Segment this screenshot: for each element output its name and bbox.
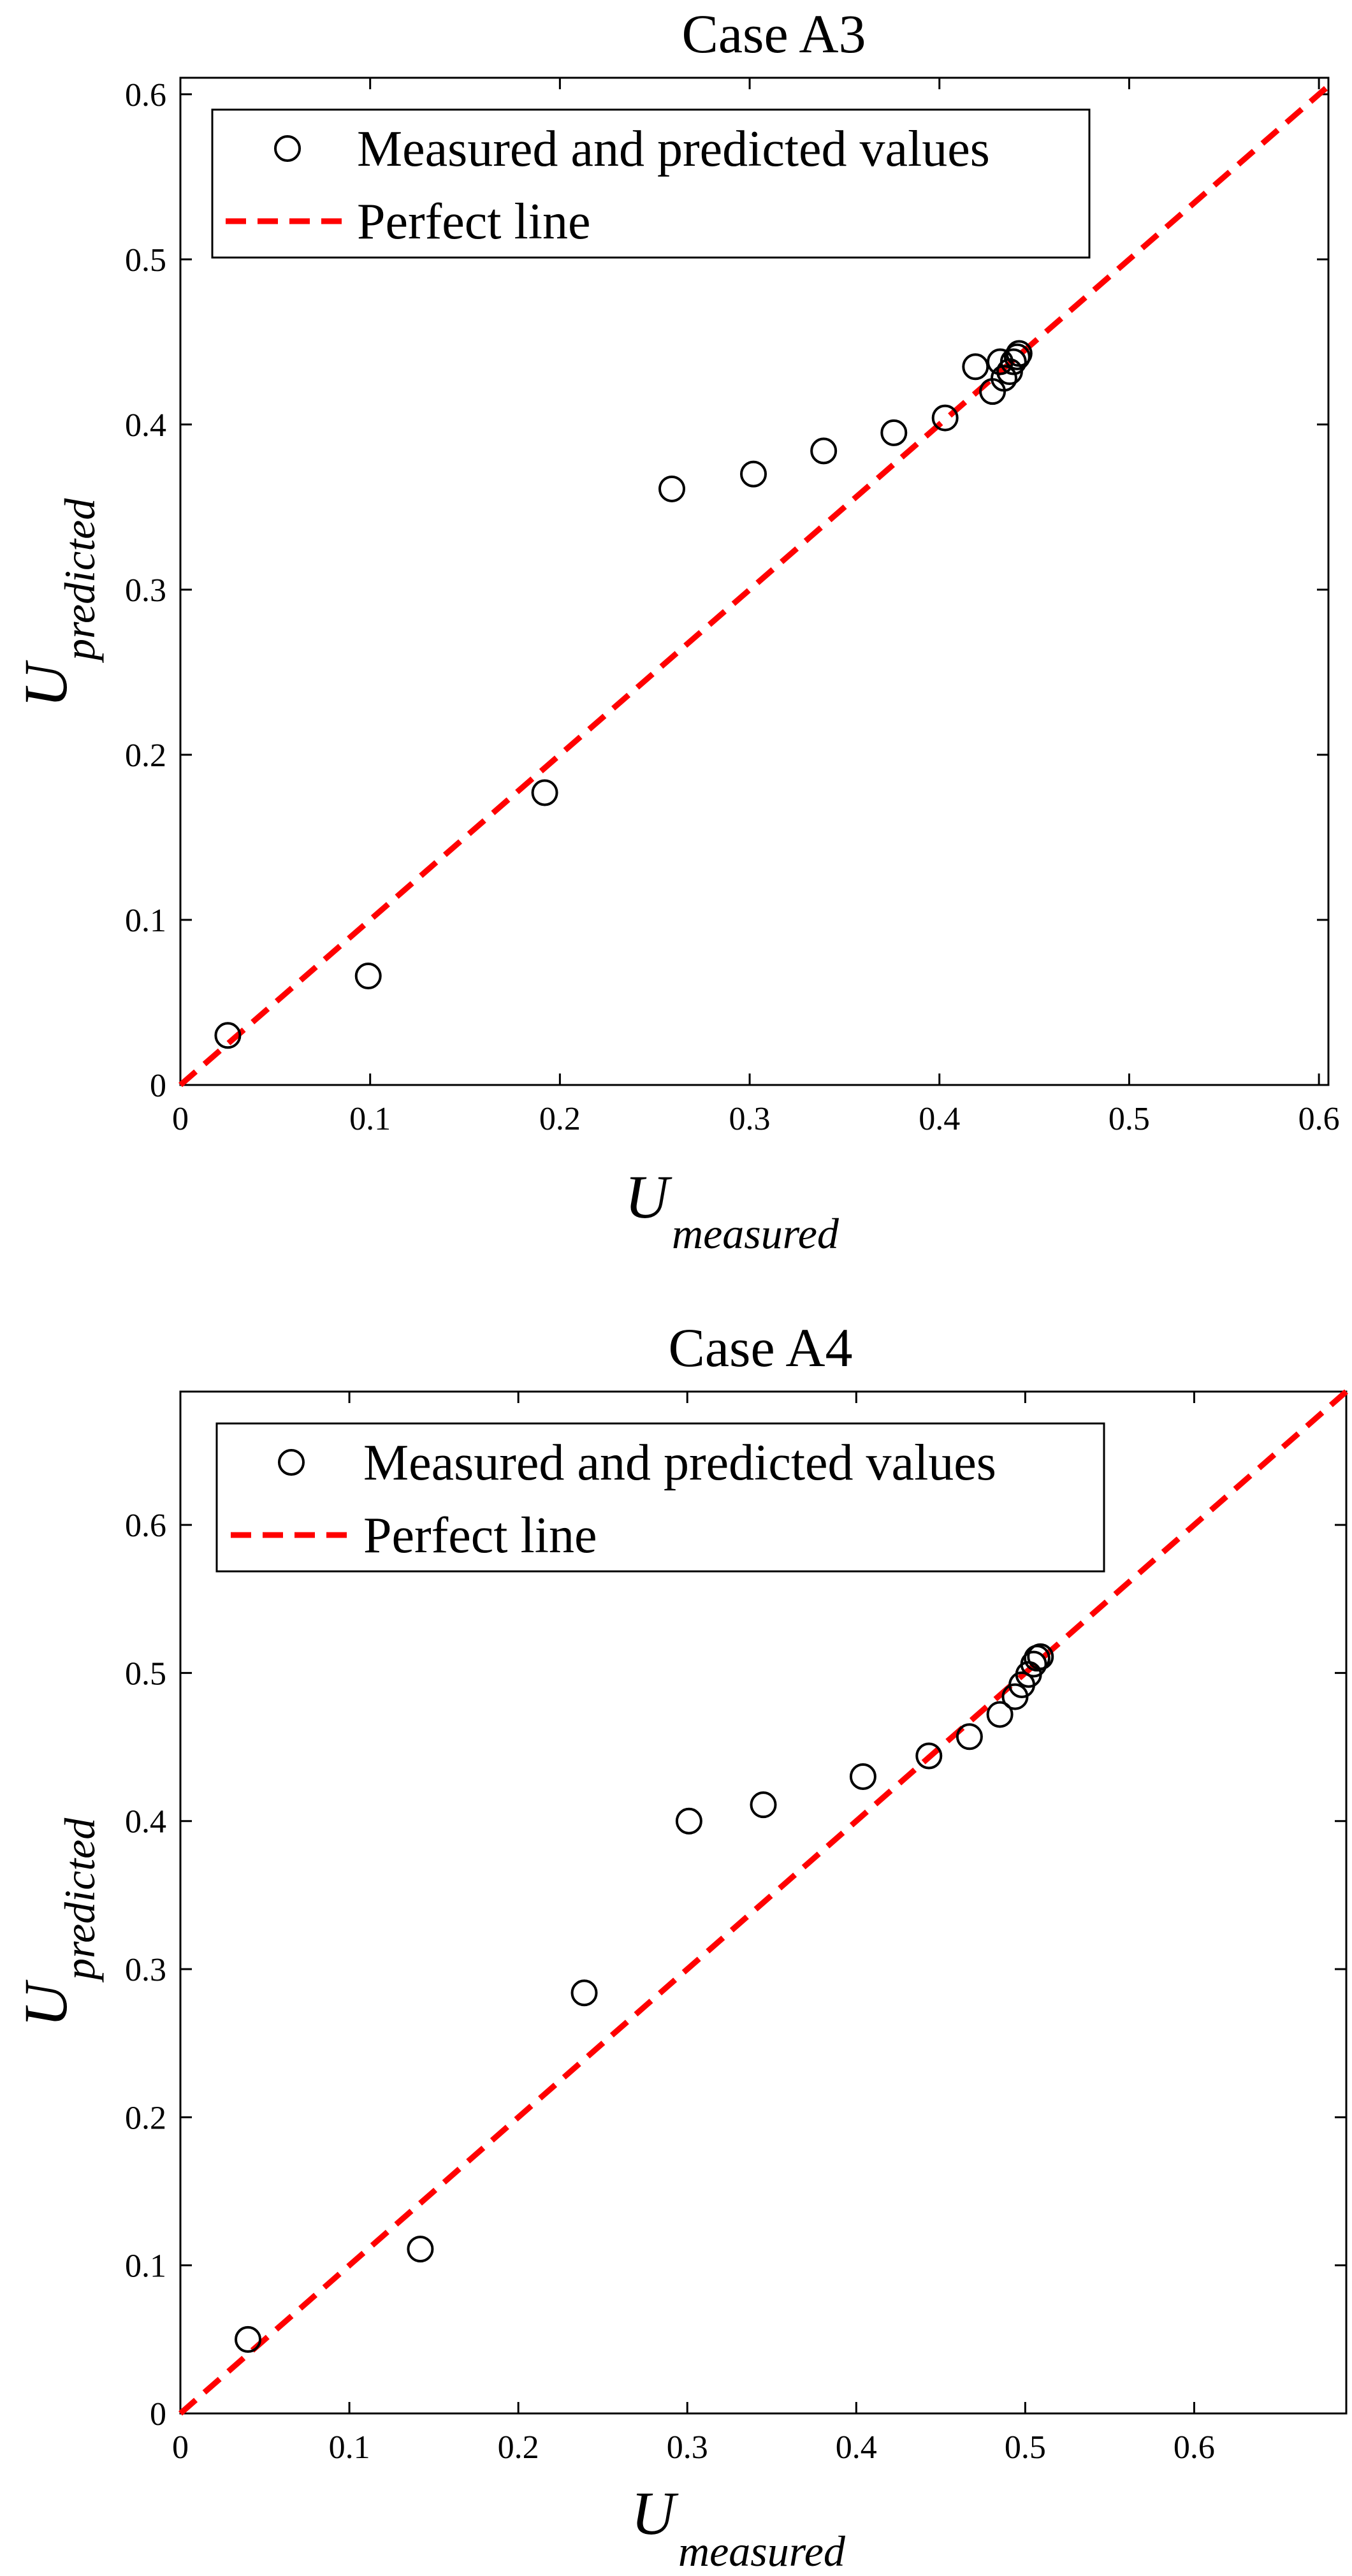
x-tick-label: 0.1 <box>329 2429 370 2466</box>
legend-entry-measured: Measured and predicted values <box>363 1435 996 1491</box>
axis-ticks: 0 0.1 0.2 0.3 0.4 0.5 0.6 0 0.1 0.2 0.3 0.4 0.5 0.6 <box>125 1392 1346 2466</box>
data-point <box>407 2236 434 2263</box>
data-point <box>880 419 908 446</box>
x-tick-label: 0.5 <box>1005 2429 1046 2466</box>
legend-entry-perfect-line: Perfect line <box>357 194 590 250</box>
legend-box <box>211 108 1091 259</box>
y-tick-label: 0.3 <box>125 1952 166 1988</box>
data-points-layer <box>235 1643 1054 2353</box>
y-tick-label: 0.2 <box>125 2100 166 2136</box>
chart-title: Case A3 <box>681 3 866 64</box>
legend: Measured and predicted values Perfect li… <box>215 1422 1105 1573</box>
data-point <box>987 348 1014 375</box>
data-point <box>956 1723 983 1750</box>
y-tick-label: 0 <box>150 2396 166 2433</box>
x-tick-label: 0.5 <box>1108 1101 1150 1137</box>
y-tick-label: 0.5 <box>125 1655 166 1692</box>
y-tick-label: 0.5 <box>125 242 166 279</box>
chart-title: Case A4 <box>668 1317 852 1378</box>
data-point <box>1005 340 1033 367</box>
y-tick-label: 0 <box>150 1068 166 1104</box>
plot-area-frame <box>179 1390 1348 2415</box>
legend-entry-perfect-line: Perfect line <box>363 1508 597 1564</box>
x-tick-label: 0.1 <box>349 1101 391 1137</box>
y-tick-label: 0.3 <box>125 572 166 609</box>
x-tick-label: 0.6 <box>1298 1101 1340 1137</box>
y-tick-label: 0.2 <box>125 738 166 774</box>
perfect-line-layer <box>178 1389 1348 2416</box>
data-point <box>999 348 1027 375</box>
x-tick-label: 0.2 <box>539 1101 581 1137</box>
x-tick-label: 0.6 <box>1174 2429 1215 2466</box>
x-axis-label-sub: measured <box>678 2527 846 2575</box>
y-axis-label-main: U <box>11 1979 80 2027</box>
x-tick-label: 0 <box>172 2429 189 2466</box>
x-tick-label: 0.3 <box>729 1101 771 1137</box>
x-tick-label: 0 <box>172 1101 189 1137</box>
x-axis-label-main: U <box>631 2479 679 2547</box>
x-tick-label: 0.4 <box>919 1101 960 1137</box>
y-tick-label: 0.6 <box>125 77 166 113</box>
data-point <box>1020 1650 1047 1678</box>
x-tick-label: 0.3 <box>667 2429 708 2466</box>
data-point <box>740 460 767 488</box>
data-point <box>658 475 686 502</box>
x-axis-label-sub: measured <box>672 1209 840 1258</box>
data-point <box>915 1742 943 1770</box>
data-point <box>849 1763 876 1791</box>
y-tick-label: 0.1 <box>125 2248 166 2285</box>
y-axis-label: U predicted <box>11 1817 104 2027</box>
data-point <box>990 365 1017 392</box>
y-tick-label: 0.6 <box>125 1508 166 1544</box>
data-point <box>986 1701 1014 1728</box>
x-axis-label-main: U <box>625 1163 672 1231</box>
data-point <box>235 2325 262 2353</box>
data-point <box>1027 1643 1054 1670</box>
data-point <box>810 437 838 465</box>
legend: Measured and predicted values Perfect li… <box>211 108 1091 259</box>
x-axis-label: U measured <box>625 1163 840 1258</box>
x-axis-label: U measured <box>631 2479 846 2575</box>
data-points-layer <box>214 340 1033 1049</box>
x-tick-label: 0.2 <box>498 2429 539 2466</box>
legend-box <box>215 1422 1105 1573</box>
data-point <box>931 404 959 432</box>
legend-entry-measured: Measured and predicted values <box>357 121 990 177</box>
y-axis-label-sub: predicted <box>55 498 104 663</box>
legend-marker-circle <box>274 135 301 162</box>
perfect-line <box>178 1389 1348 2416</box>
data-point <box>531 779 558 806</box>
y-axis-label-sub: predicted <box>55 1817 104 1983</box>
y-axis-label-main: U <box>11 660 80 708</box>
y-axis-label: U predicted <box>11 498 104 708</box>
axis-ticks: 0 0.1 0.2 0.3 0.4 0.5 0.6 0 0.1 0.2 0.3 0.4 0.5 0.6 <box>125 77 1340 1137</box>
data-point <box>962 353 989 381</box>
plot-area-frame <box>179 76 1330 1086</box>
y-tick-label: 0.1 <box>125 903 166 939</box>
y-tick-label: 0.4 <box>125 1804 166 1840</box>
chart-case-a3: Case A3 0 0.1 0.2 0.3 0.4 0.5 0.6 0 0.1 0.2 0.3 0.4… <box>11 3 1340 1258</box>
x-tick-label: 0.4 <box>836 2429 877 2466</box>
data-point <box>1003 343 1031 370</box>
y-tick-label: 0.4 <box>125 407 166 444</box>
chart-case-a4: Case A4 0 0.1 0.2 0.3 0.4 0.5 0.6 0 0.1 0.2 0.3 0.4… <box>11 1317 1348 2575</box>
data-point <box>750 1791 777 1819</box>
data-point <box>214 1022 242 1049</box>
legend-marker-circle <box>278 1449 305 1476</box>
data-point <box>675 1807 702 1835</box>
data-point <box>571 1979 598 2007</box>
data-point <box>354 963 382 990</box>
